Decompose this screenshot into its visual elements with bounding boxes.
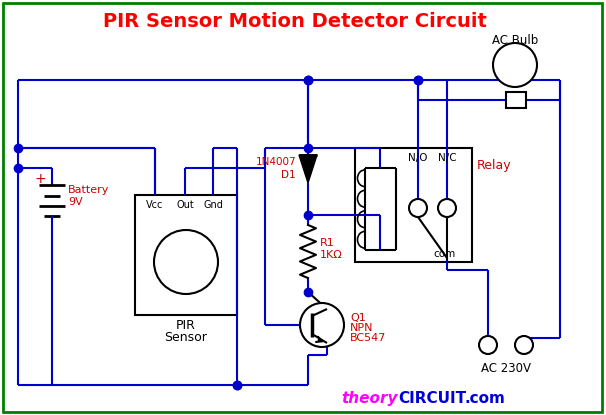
Circle shape [409, 199, 427, 217]
Text: theory: theory [342, 391, 398, 405]
Text: com: com [434, 249, 456, 259]
Circle shape [493, 43, 537, 87]
Circle shape [438, 199, 456, 217]
Text: 1N4007: 1N4007 [255, 157, 296, 167]
Polygon shape [299, 155, 317, 183]
Text: Gnd: Gnd [203, 200, 223, 210]
Text: R1: R1 [320, 238, 335, 248]
Text: Battery: Battery [68, 185, 109, 195]
Circle shape [479, 336, 497, 354]
Bar [355, 148, 472, 262]
Bar [506, 92, 526, 108]
Text: N/O: N/O [408, 153, 428, 163]
Text: BC547: BC547 [350, 333, 387, 343]
Text: AC Bulb: AC Bulb [492, 34, 538, 46]
Text: PIR Sensor Motion Detector Circuit: PIR Sensor Motion Detector Circuit [103, 12, 487, 32]
Text: 1KΩ: 1KΩ [320, 250, 343, 260]
Text: N/C: N/C [438, 153, 456, 163]
Text: Q1: Q1 [350, 313, 366, 323]
Text: Out: Out [176, 200, 194, 210]
FancyArrowPatch shape [316, 337, 322, 342]
Text: +: + [34, 172, 46, 186]
Text: PIR: PIR [176, 318, 196, 332]
Circle shape [300, 303, 344, 347]
Circle shape [515, 336, 533, 354]
Text: D1: D1 [281, 170, 296, 180]
Circle shape [154, 230, 218, 294]
Text: Vcc: Vcc [146, 200, 164, 210]
Bar [135, 195, 237, 315]
Text: Relay: Relay [477, 159, 511, 173]
Text: AC 230V: AC 230V [481, 361, 531, 374]
Text: Sensor: Sensor [165, 330, 207, 344]
Text: NPN: NPN [350, 323, 373, 333]
Text: .com: .com [465, 391, 506, 405]
Text: CIRCUIT: CIRCUIT [398, 391, 466, 405]
Text: 9V: 9V [68, 197, 83, 207]
